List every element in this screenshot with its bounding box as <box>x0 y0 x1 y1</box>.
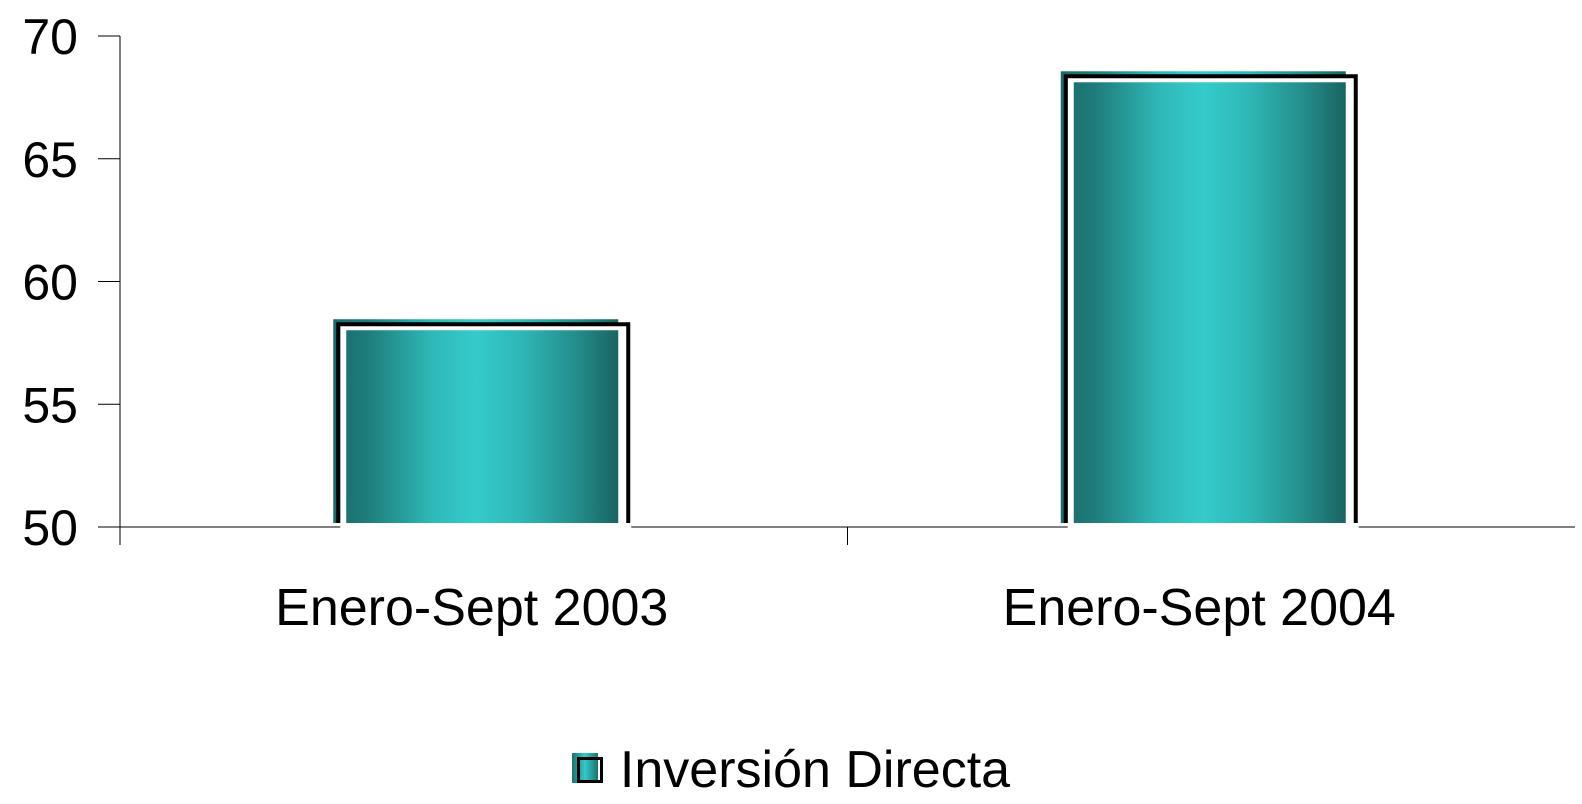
bar-outline <box>1063 74 1358 523</box>
bar <box>1060 71 1359 530</box>
bar <box>333 319 632 530</box>
y-tick-label: 60 <box>22 255 78 311</box>
legend: Inversión Directa <box>0 736 1582 804</box>
bar-chart: 50 55 60 65 70 Enero-Sept 2003 Enero-Sept 2004 <box>22 9 1575 637</box>
bar-outline <box>336 322 631 523</box>
bar-fill <box>333 319 619 523</box>
y-tick-label: 65 <box>22 132 78 188</box>
y-tick-label: 50 <box>22 500 78 556</box>
y-tick-label: 70 <box>22 9 78 65</box>
legend-label: Inversión Directa <box>619 741 1011 799</box>
legend-swatch <box>571 753 606 787</box>
x-tick-label: Enero-Sept 2003 <box>275 579 668 637</box>
y-tick-label: 55 <box>22 377 78 433</box>
bar-fill <box>1060 71 1346 523</box>
x-tick-label: Enero-Sept 2004 <box>1003 579 1396 637</box>
